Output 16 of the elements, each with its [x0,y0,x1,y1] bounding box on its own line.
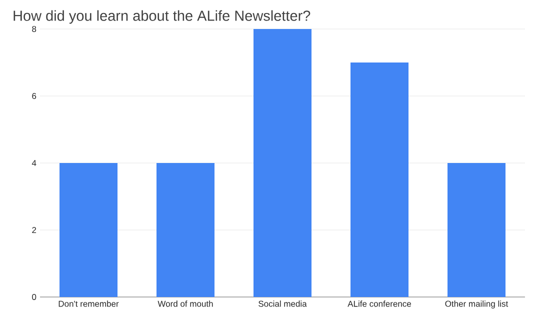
x-tick-label: Don't remember [58,300,119,307]
x-tick-label: Other mailing list [445,300,508,308]
bar [254,29,312,297]
bar [60,163,118,297]
bar [156,163,215,297]
y-tick-label: 4 [32,160,36,166]
y-tick-label: 2 [32,227,36,233]
y-tick-label: 6 [32,93,36,100]
chart-title: How did you learn about the ALife Newsletter? [14,10,310,24]
x-tick-label: Social media [258,300,307,307]
x-tick-label: Word of mouth [158,300,213,307]
x-tick-label: ALife conference [348,300,411,307]
bar [448,163,506,297]
bar [350,62,408,297]
y-tick-label: 0 [32,294,36,300]
y-tick-label: 8 [32,26,36,32]
